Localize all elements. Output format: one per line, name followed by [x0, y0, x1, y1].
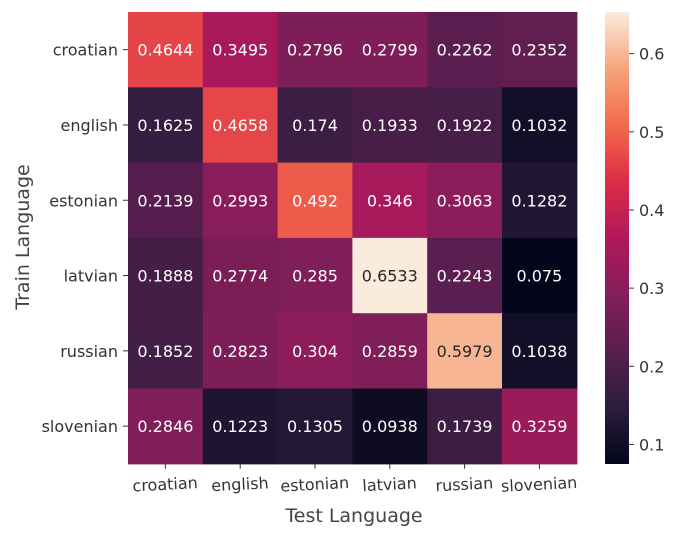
cell-value-label: 0.075: [516, 267, 562, 286]
cell-value-label: 0.304: [292, 342, 338, 361]
heatmap-cell-latvian-croatian: [128, 237, 204, 314]
colorbar: [605, 12, 629, 464]
heatmap-cell-english-english: [202, 87, 279, 164]
heatmap-cell-estonian-russian: [427, 162, 503, 239]
cell-value-label: 0.1282: [511, 191, 567, 210]
x-tick-label-estonian: estonian: [280, 473, 350, 496]
cell-value-label: 0.2243: [437, 267, 493, 286]
heatmap-cell-slovenian-english: [202, 388, 279, 465]
heatmap-cell-estonian-slovenian: [502, 162, 578, 239]
heatmap-cell-slovenian-slovenian: [502, 388, 578, 465]
colorbar-tick-label: 0.2: [639, 357, 664, 376]
cell-value-label: 0.1888: [137, 267, 193, 286]
colorbar-tick-label: 0.5: [639, 123, 664, 142]
cell-value-label: 0.1852: [137, 342, 193, 361]
heatmap-cell-slovenian-latvian: [352, 388, 428, 465]
cell-value-label: 0.2262: [437, 41, 493, 60]
heatmap-cell-croatian-latvian: [352, 12, 428, 88]
cell-value-label: 0.2796: [287, 41, 343, 60]
y-tick-label-croatian: croatian: [53, 41, 118, 60]
heatmap-cell-latvian-english: [202, 237, 279, 314]
cell-value-label: 0.2859: [362, 342, 418, 361]
cell-value-label: 0.2993: [212, 191, 268, 210]
cell-value-label: 0.2139: [137, 191, 193, 210]
x-tick-label-english: english: [211, 473, 269, 495]
cell-value-label: 0.1038: [511, 342, 567, 361]
heatmap-cell-russian-latvian: [352, 313, 428, 390]
heatmap-cell-russian-slovenian: [502, 313, 578, 390]
cell-value-label: 0.1933: [362, 116, 418, 135]
heatmap-cell-croatian-estonian: [277, 12, 353, 88]
y-tick-label-slovenian: slovenian: [42, 417, 118, 436]
y-tick-label-estonian: estonian: [49, 191, 118, 210]
cell-value-label: 0.1625: [137, 116, 193, 135]
cell-value-label: 0.346: [367, 191, 413, 210]
heatmap-cell-estonian-croatian: [128, 162, 204, 239]
cell-value-label: 0.2846: [137, 417, 193, 436]
heatmap-cell-estonian-latvian: [352, 162, 428, 239]
heatmap-cell-latvian-estonian: [277, 237, 353, 314]
heatmap-cell-estonian-estonian: [277, 162, 353, 239]
cell-value-label: 0.3495: [212, 41, 268, 60]
x-tick-label-slovenian: slovenian: [500, 473, 577, 496]
y-axis-ticks: croatian english estonian latvian russian slo…: [42, 41, 128, 436]
heatmap-cell-latvian-slovenian: [502, 237, 578, 314]
cell-value-label: 0.2352: [511, 41, 567, 60]
x-axis-ticks: croatian english estonian latvian russian slo…: [132, 463, 578, 496]
cell-value-label: 0.2823: [212, 342, 268, 361]
heatmap-cell-slovenian-russian: [427, 388, 503, 465]
colorbar-tick-label: 0.1: [639, 435, 664, 454]
heatmap-cell-russian-estonian: [277, 313, 353, 390]
x-tick-label-croatian: croatian: [132, 473, 198, 495]
heatmap-cell-latvian-latvian: [352, 237, 428, 314]
heatmap-cell-slovenian-estonian: [277, 388, 353, 465]
colorbar-ticks: 0.1 0.2 0.3 0.4 0.5 0.6: [629, 45, 664, 454]
cell-value-label: 0.174: [292, 116, 338, 135]
cell-value-label: 0.5979: [437, 342, 493, 361]
heatmap-cell-russian-russian: [427, 313, 503, 390]
heatmap-cell-english-russian: [427, 87, 503, 164]
heatmap-cell-croatian-slovenian: [502, 12, 578, 88]
colorbar-tick-label: 0.3: [639, 279, 664, 298]
heatmap-cell-english-latvian: [352, 87, 428, 164]
y-tick-label-english: english: [60, 116, 118, 135]
heatmap-cell-slovenian-croatian: [128, 388, 204, 465]
cell-value-label: 0.1739: [437, 417, 493, 436]
cell-value-label: 0.0938: [362, 417, 418, 436]
x-tick-label-latvian: latvian: [362, 473, 417, 495]
heatmap-cell-english-estonian: [277, 87, 353, 164]
heatmap-cell-russian-english: [202, 313, 279, 390]
y-tick-label-latvian: latvian: [64, 267, 118, 286]
heatmap-cell-croatian-russian: [427, 12, 503, 88]
cell-value-label: 0.285: [292, 267, 338, 286]
heatmap-cell-estonian-english: [202, 162, 279, 239]
heatmap-cells: [128, 12, 578, 465]
x-axis-title: Test Language: [284, 505, 422, 527]
heatmap-cell-latvian-russian: [427, 237, 503, 314]
cell-value-label: 0.1032: [511, 116, 567, 135]
y-axis-title: Train Language: [12, 164, 34, 310]
cell-value-label: 0.492: [292, 191, 338, 210]
x-tick-label-russian: russian: [435, 473, 494, 495]
cell-value-label: 0.2774: [212, 267, 268, 286]
heatmap-cell-croatian-english: [202, 12, 279, 88]
colorbar-tick-label: 0.4: [639, 201, 664, 220]
cell-value-label: 0.1223: [212, 417, 268, 436]
heatmap-cell-english-croatian: [128, 87, 204, 164]
cell-value-label: 0.4658: [212, 116, 268, 135]
heatmap-cell-croatian-croatian: [128, 12, 204, 88]
heatmap-cell-russian-croatian: [128, 313, 204, 390]
cell-value-label: 0.3259: [511, 417, 567, 436]
cell-value-label: 0.1922: [437, 116, 493, 135]
heatmap-cell-labels: 0.4644 0.3495 0.2796 0.2799 0.2262 0.2352 0.16…: [137, 41, 567, 436]
cell-value-label: 0.4644: [137, 41, 193, 60]
y-tick-label-russian: russian: [60, 342, 118, 361]
cell-value-label: 0.1305: [287, 417, 343, 436]
cell-value-label: 0.2799: [362, 41, 418, 60]
colorbar-tick-label: 0.6: [639, 45, 664, 64]
cell-value-label: 0.6533: [362, 267, 418, 286]
cell-value-label: 0.3063: [437, 191, 493, 210]
heatmap-cell-english-slovenian: [502, 87, 578, 164]
